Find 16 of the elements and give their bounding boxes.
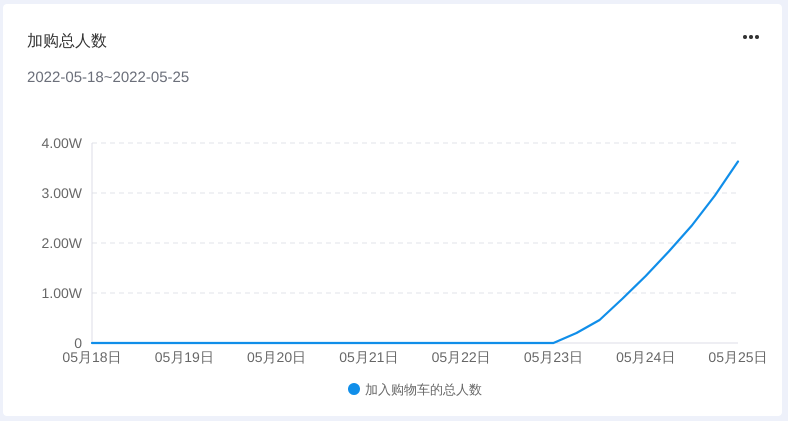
y-tick-label: 4.00W xyxy=(42,135,83,151)
chart-title: 加购总人数 xyxy=(27,32,107,50)
x-tick-label: 05月21日 xyxy=(339,349,398,365)
x-tick-label: 05月22日 xyxy=(432,349,491,365)
y-tick-label: 0 xyxy=(74,335,82,351)
y-tick-label: 1.00W xyxy=(42,285,83,301)
legend-label: 加入购物车的总人数 xyxy=(365,382,482,397)
x-tick-label: 05月19日 xyxy=(154,349,214,365)
x-tick-label: 05月20日 xyxy=(246,349,306,365)
x-tick-label: 05月23日 xyxy=(524,349,584,365)
x-tick-label: 05月24日 xyxy=(616,349,676,365)
y-tick-label: 2.00W xyxy=(42,235,83,251)
x-tick-label: 05月18日 xyxy=(62,349,122,365)
chart-subtitle: 2022-05-18~2022-05-25 xyxy=(27,69,190,86)
y-tick-label: 3.00W xyxy=(42,185,83,201)
x-tick-label: 05月25日 xyxy=(708,349,768,365)
